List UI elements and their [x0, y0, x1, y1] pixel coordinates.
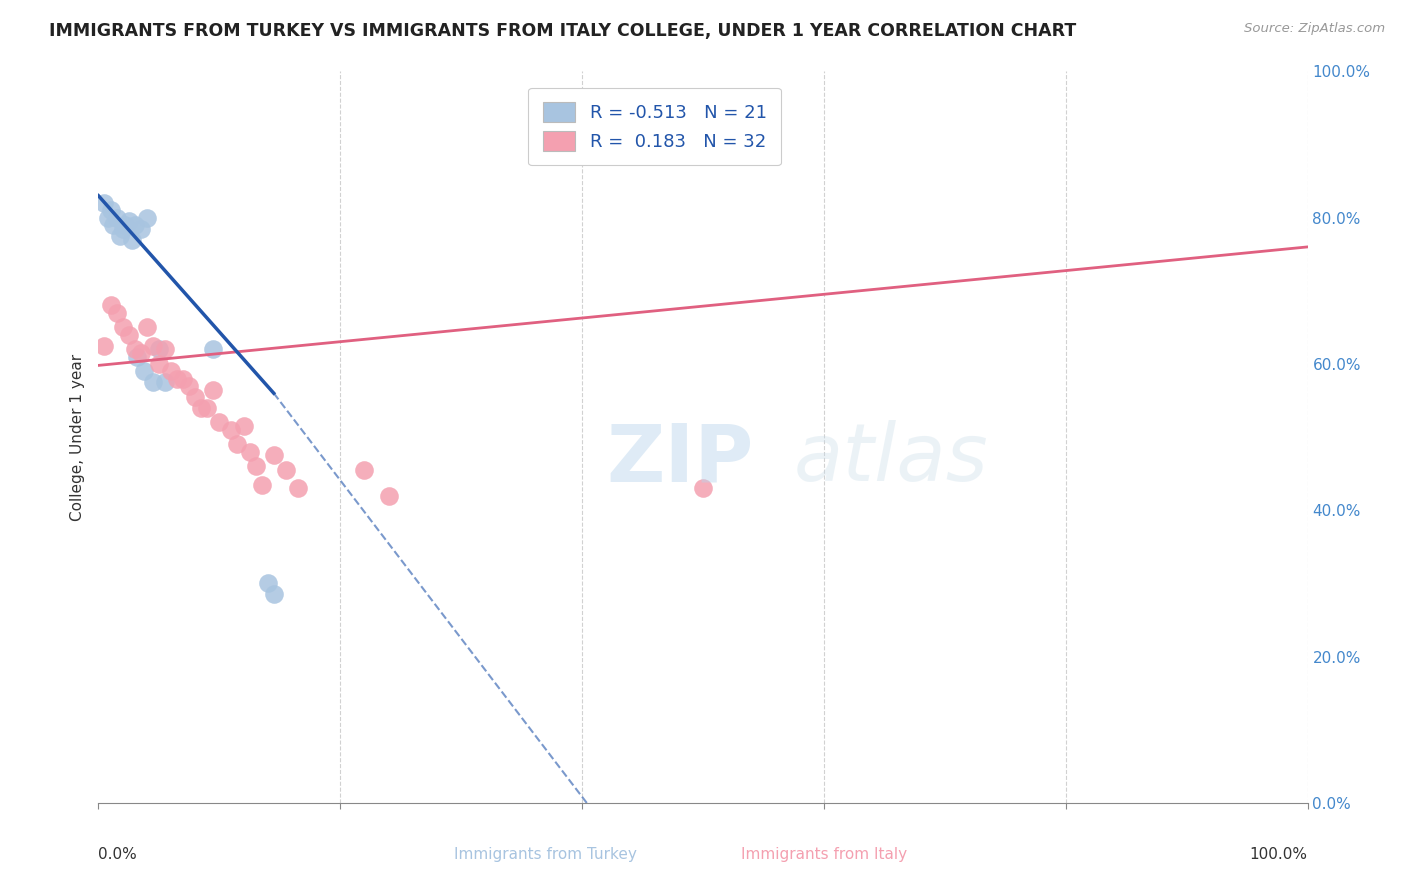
Point [250, 477, 273, 491]
Point [160, 364, 183, 378]
Point [208, 416, 231, 430]
Point [353, 463, 375, 477]
Text: ZIP: ZIP [606, 420, 754, 498]
Point [100, 203, 122, 218]
Point [129, 346, 152, 360]
Point [263, 448, 285, 462]
Point [114, 218, 136, 232]
Point [100, 298, 122, 312]
Text: atlas: atlas [793, 420, 988, 498]
Point [245, 459, 267, 474]
Point [184, 390, 207, 404]
Point [105, 211, 128, 225]
Text: IMMIGRANTS FROM TURKEY VS IMMIGRANTS FROM ITALY COLLEGE, UNDER 1 YEAR CORRELATIO: IMMIGRANTS FROM TURKEY VS IMMIGRANTS FRO… [49, 22, 1077, 40]
Point [118, 327, 141, 342]
Point [97, 211, 120, 225]
Legend: R = -0.513   N = 21, R =  0.183   N = 32: R = -0.513 N = 21, R = 0.183 N = 32 [529, 87, 782, 165]
Point [111, 320, 134, 334]
Point [101, 218, 124, 232]
Point [239, 444, 262, 458]
Point [142, 338, 165, 352]
Point [179, 379, 201, 393]
Point [121, 233, 143, 247]
Point [134, 364, 156, 378]
Text: Source: ZipAtlas.com: Source: ZipAtlas.com [1244, 22, 1385, 36]
Point [287, 481, 309, 495]
Point [124, 343, 146, 357]
Point [153, 376, 176, 390]
Point [166, 371, 188, 385]
Point [135, 211, 157, 225]
Point [692, 481, 714, 495]
Point [124, 218, 146, 232]
Point [118, 214, 141, 228]
Text: 100.0%: 100.0% [1250, 847, 1308, 862]
Point [148, 357, 170, 371]
Point [111, 221, 134, 235]
Point [226, 437, 249, 451]
Text: Immigrants from Italy: Immigrants from Italy [741, 847, 907, 862]
Point [202, 383, 225, 397]
Point [108, 228, 131, 243]
Point [256, 576, 278, 591]
Point [221, 423, 243, 437]
Text: 0.0%: 0.0% [98, 847, 138, 862]
Point [263, 587, 285, 601]
Y-axis label: College, Under 1 year: College, Under 1 year [69, 353, 84, 521]
Point [195, 401, 218, 415]
Point [232, 419, 254, 434]
Text: Immigrants from Turkey: Immigrants from Turkey [454, 847, 637, 862]
Point [190, 401, 212, 415]
Point [142, 376, 165, 390]
Point [172, 371, 194, 385]
Point [93, 338, 115, 352]
Point [105, 306, 128, 320]
Point [129, 221, 152, 235]
Point [93, 196, 115, 211]
Point [202, 343, 225, 357]
Point [153, 343, 176, 357]
Point [127, 350, 149, 364]
Point [274, 463, 297, 477]
Point [135, 320, 157, 334]
Point [377, 489, 399, 503]
Point [148, 343, 170, 357]
